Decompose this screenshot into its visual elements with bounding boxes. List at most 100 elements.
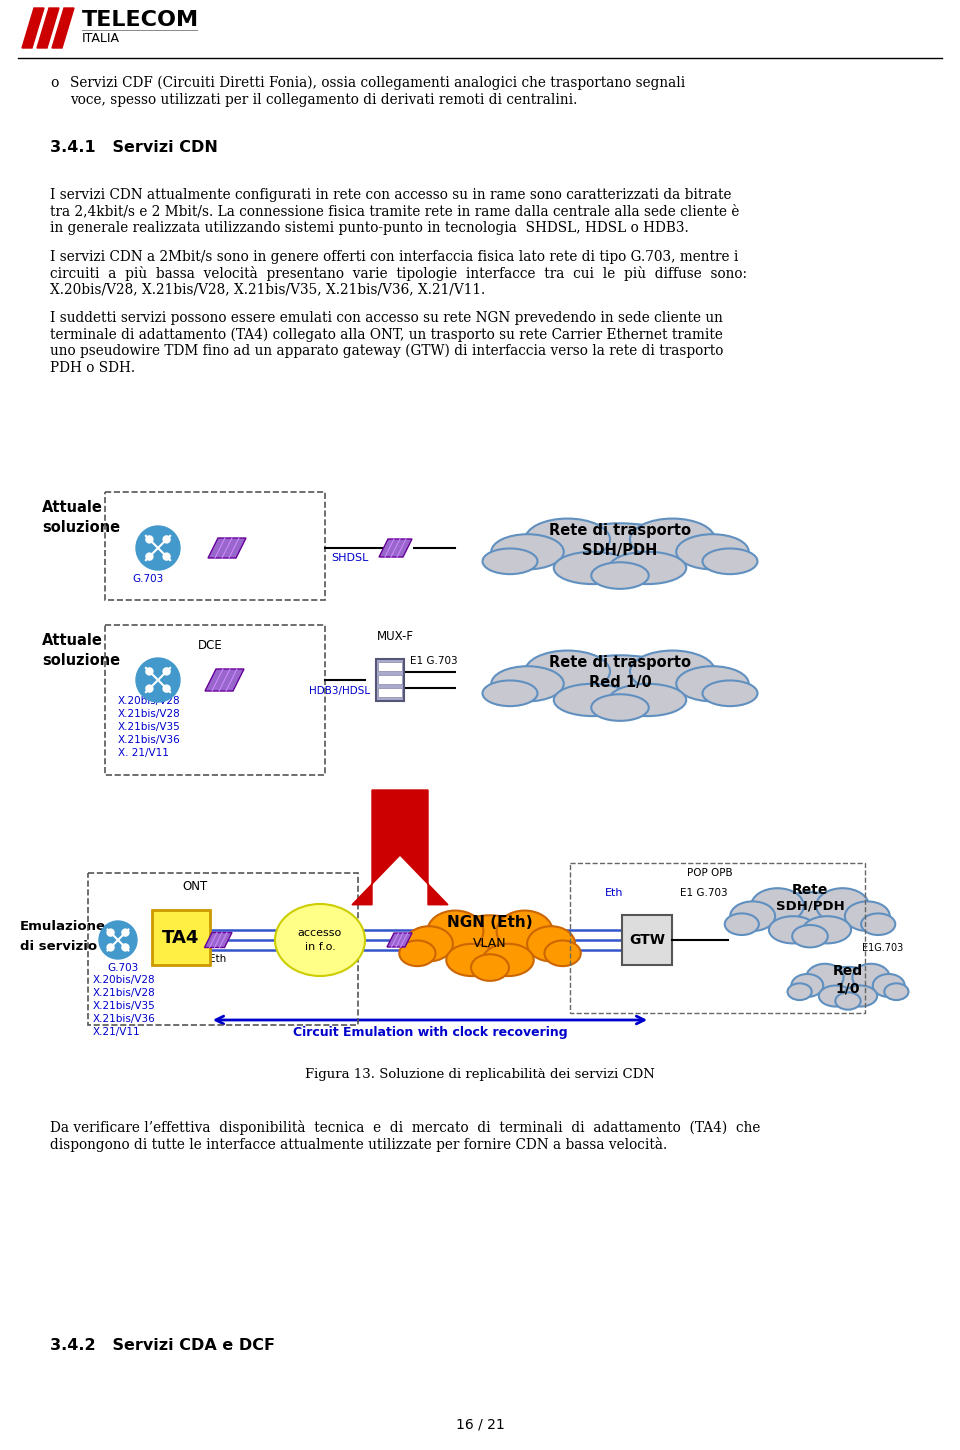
Text: Rete di trasporto: Rete di trasporto: [549, 523, 691, 538]
Text: TA4: TA4: [162, 929, 200, 947]
Text: VLAN: VLAN: [473, 937, 507, 950]
Text: X.20bis/V28, X.21bis/V28, X.21bis/V35, X.21bis/V36, X.21/V11.: X.20bis/V28, X.21bis/V28, X.21bis/V35, X…: [50, 283, 485, 296]
Text: X.21bis/V35: X.21bis/V35: [93, 1000, 156, 1011]
Text: X.21bis/V36: X.21bis/V36: [118, 735, 180, 745]
Text: PDH o SDH.: PDH o SDH.: [50, 361, 135, 374]
Ellipse shape: [555, 523, 685, 573]
Circle shape: [122, 929, 129, 937]
Circle shape: [136, 526, 180, 570]
Ellipse shape: [492, 534, 564, 570]
Text: circuiti  a  più  bassa  velocità  presentano  varie  tipologie  interfacce  tra: circuiti a più bassa velocità presentano…: [50, 265, 747, 281]
Circle shape: [146, 684, 153, 692]
Text: MUX-F: MUX-F: [376, 629, 414, 642]
Ellipse shape: [525, 651, 610, 692]
Text: Red: Red: [833, 964, 863, 977]
Polygon shape: [37, 9, 59, 48]
Text: HDB3/HDSL: HDB3/HDSL: [309, 686, 371, 696]
Text: tra 2,4kbit/s e 2 Mbit/s. La connessione fisica tramite rete in rame dalla centr: tra 2,4kbit/s e 2 Mbit/s. La connessione…: [50, 204, 739, 219]
Ellipse shape: [554, 552, 632, 584]
FancyBboxPatch shape: [377, 687, 402, 697]
Text: terminale di adattamento (TA4) collegato alla ONT, un trasporto su rete Carrier : terminale di adattamento (TA4) collegato…: [50, 328, 723, 342]
Text: G.703: G.703: [132, 574, 163, 584]
Text: 1/0: 1/0: [836, 982, 860, 995]
Text: in f.o.: in f.o.: [304, 942, 335, 953]
Ellipse shape: [496, 911, 553, 953]
Circle shape: [122, 944, 129, 951]
Ellipse shape: [591, 695, 649, 721]
Text: Red 1/0: Red 1/0: [588, 676, 652, 690]
Text: I servizi CDN a 2Mbit/s sono in genere offerti con interfaccia fisica lato rete : I servizi CDN a 2Mbit/s sono in genere o…: [50, 249, 738, 264]
Ellipse shape: [483, 680, 538, 706]
Text: SDH/PDH: SDH/PDH: [583, 542, 658, 558]
Ellipse shape: [787, 983, 812, 1000]
Ellipse shape: [492, 666, 564, 702]
FancyBboxPatch shape: [152, 911, 210, 966]
Text: DCE: DCE: [198, 639, 223, 652]
Ellipse shape: [820, 967, 876, 999]
Text: Rete di trasporto: Rete di trasporto: [549, 655, 691, 670]
Text: X.21bis/V28: X.21bis/V28: [118, 709, 180, 719]
Ellipse shape: [803, 916, 852, 944]
Text: X.20bis/V28: X.20bis/V28: [93, 974, 156, 985]
Circle shape: [163, 536, 170, 542]
Text: I suddetti servizi possono essere emulati con accesso su rete NGN prevedendo in : I suddetti servizi possono essere emulat…: [50, 310, 723, 325]
Text: o: o: [50, 75, 59, 90]
Text: X.21bis/V35: X.21bis/V35: [118, 722, 180, 732]
Text: 3.4.1   Servizi CDN: 3.4.1 Servizi CDN: [50, 141, 218, 155]
Ellipse shape: [861, 914, 896, 935]
Ellipse shape: [852, 964, 890, 990]
Ellipse shape: [630, 651, 715, 692]
Text: dispongono di tutte le interfacce attualmente utilizzate per fornire CDN a bassa: dispongono di tutte le interfacce attual…: [50, 1137, 667, 1151]
Text: soluzione: soluzione: [42, 521, 120, 535]
Polygon shape: [22, 9, 74, 48]
Ellipse shape: [845, 902, 890, 931]
Polygon shape: [22, 9, 44, 48]
Text: E1 G.703: E1 G.703: [410, 655, 458, 666]
Circle shape: [163, 684, 170, 692]
Ellipse shape: [544, 941, 581, 966]
Text: NGN (Eth): NGN (Eth): [447, 915, 533, 929]
Ellipse shape: [676, 666, 749, 702]
Text: G.703: G.703: [107, 963, 138, 973]
Ellipse shape: [405, 927, 453, 961]
Ellipse shape: [843, 986, 877, 1006]
Text: Figura 13. Soluzione di replicabilità dei servizi CDN: Figura 13. Soluzione di replicabilità de…: [305, 1069, 655, 1082]
Ellipse shape: [471, 954, 509, 980]
Text: SHDSL: SHDSL: [331, 552, 369, 563]
Text: Circuit Emulation with clock recovering: Circuit Emulation with clock recovering: [293, 1027, 567, 1040]
Text: Emulazione: Emulazione: [20, 919, 106, 932]
Text: Rete: Rete: [792, 883, 828, 898]
Ellipse shape: [792, 925, 828, 947]
Text: X. 21/V11: X. 21/V11: [118, 748, 169, 758]
Polygon shape: [208, 538, 246, 558]
FancyBboxPatch shape: [622, 915, 672, 966]
Text: Da verificare l’effettiva  disponibilità  tecnica  e  di  mercato  di  terminali: Da verificare l’effettiva disponibilità …: [50, 1119, 760, 1135]
Text: Attuale: Attuale: [42, 634, 103, 648]
Ellipse shape: [806, 964, 844, 990]
Text: di servizio: di servizio: [20, 940, 97, 953]
Ellipse shape: [555, 655, 685, 705]
Ellipse shape: [275, 903, 365, 976]
Polygon shape: [379, 539, 412, 557]
Ellipse shape: [819, 986, 852, 1006]
Ellipse shape: [399, 941, 436, 966]
Text: X.21bis/V28: X.21bis/V28: [93, 987, 156, 998]
Text: I servizi CDN attualmente configurati in rete con accesso su in rame sono caratt: I servizi CDN attualmente configurati in…: [50, 188, 732, 202]
Ellipse shape: [483, 548, 538, 574]
Text: Servizi CDF (Circuiti Diretti Fonia), ossia collegamenti analogici che trasporta: Servizi CDF (Circuiti Diretti Fonia), os…: [70, 75, 685, 90]
Polygon shape: [387, 932, 412, 947]
Circle shape: [108, 929, 114, 937]
Circle shape: [146, 536, 153, 542]
Ellipse shape: [591, 563, 649, 589]
Text: E1 G.703: E1 G.703: [680, 887, 728, 898]
Text: ITALIA: ITALIA: [82, 32, 120, 45]
Polygon shape: [204, 932, 232, 947]
Ellipse shape: [525, 519, 610, 560]
Ellipse shape: [527, 927, 575, 961]
Ellipse shape: [609, 684, 686, 716]
Circle shape: [99, 921, 137, 958]
Text: in generale realizzata utilizzando sistemi punto-punto in tecnologia  SHDSL, HDS: in generale realizzata utilizzando siste…: [50, 220, 688, 235]
FancyBboxPatch shape: [377, 663, 402, 671]
Ellipse shape: [703, 548, 757, 574]
Ellipse shape: [554, 684, 632, 716]
